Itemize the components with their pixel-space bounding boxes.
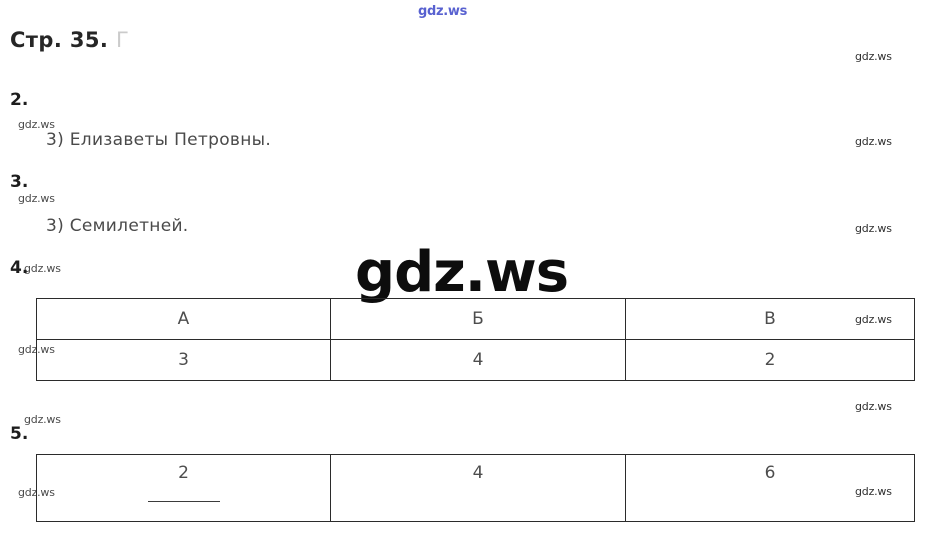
- watermark-top-center: gdz.ws: [418, 4, 468, 19]
- item-number-5: 5.: [10, 424, 29, 444]
- answer-table-4: А Б В 3 4 2: [36, 298, 915, 381]
- item-answer-2: 3) Елизаветы Петровны.: [46, 130, 272, 150]
- table5-value-3: 6: [625, 454, 915, 522]
- item-number-3: 3.: [10, 172, 29, 192]
- item-answer-3: 3) Семилетней.: [46, 216, 189, 236]
- watermark-right-2: gdz.ws: [855, 135, 892, 148]
- table5-value-1: 2: [36, 454, 331, 522]
- table4-value-b: 4: [330, 339, 626, 381]
- table4-header-a: А: [36, 298, 331, 340]
- table4-header-b: Б: [330, 298, 626, 340]
- table-row-values: 3 4 2: [36, 339, 915, 381]
- watermark-left-3: gdz.ws: [24, 262, 61, 275]
- watermark-right-5: gdz.ws: [855, 400, 892, 413]
- answer-table-5: 2 4 6: [36, 454, 915, 522]
- watermark-right-1: gdz.ws: [855, 50, 892, 63]
- item-number-4: 4.: [10, 258, 29, 278]
- page-title-fragment: Г: [116, 28, 130, 52]
- page-title: Стр. 35. Г: [10, 28, 129, 52]
- table5-value-1-text: 2: [147, 463, 220, 502]
- item-number-2: 2.: [10, 90, 29, 110]
- page-title-text: Стр. 35.: [10, 28, 109, 52]
- watermark-center-big: gdz.ws: [355, 240, 569, 305]
- table-row-values: 2 4 6: [36, 454, 915, 522]
- table4-value-a: 3: [36, 339, 331, 381]
- watermark-right-3: gdz.ws: [855, 222, 892, 235]
- table4-value-v: 2: [625, 339, 915, 381]
- watermark-left-2: gdz.ws: [18, 192, 55, 205]
- table5-value-2: 4: [330, 454, 626, 522]
- watermark-left-5: gdz.ws: [24, 413, 61, 426]
- table-row-headers: А Б В: [36, 298, 915, 340]
- table4-header-v: В: [625, 298, 915, 340]
